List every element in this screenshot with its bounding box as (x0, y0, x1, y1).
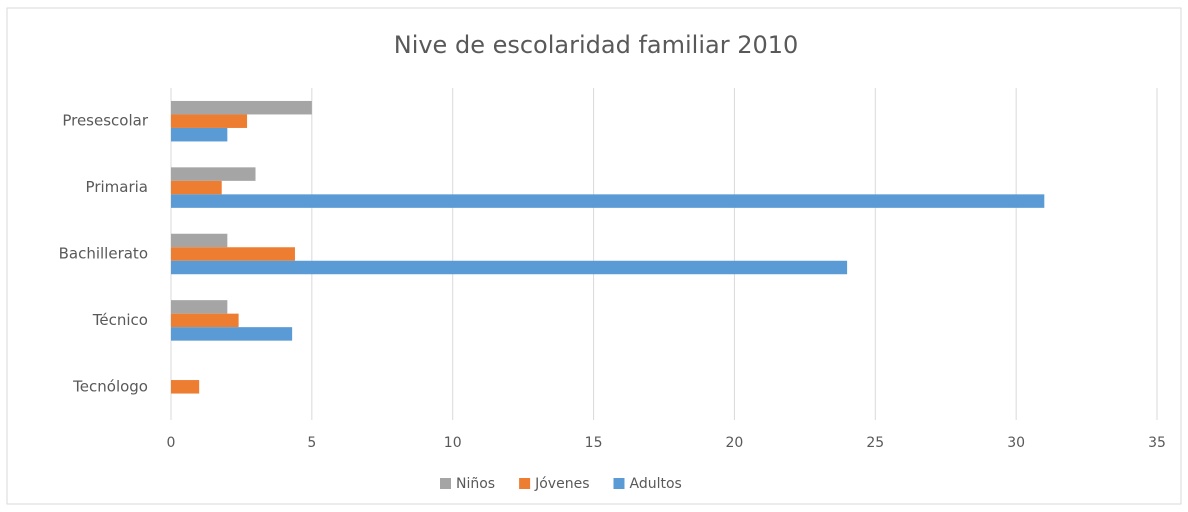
y-tick-label: Bachillerato (59, 245, 148, 263)
x-tick-label: 35 (1148, 435, 1166, 451)
bar (171, 247, 295, 261)
bar (171, 313, 239, 328)
x-tick-label: 30 (1007, 435, 1025, 451)
bar (171, 127, 228, 142)
bar (171, 167, 256, 181)
x-tick-label: 15 (585, 435, 603, 451)
bar (171, 100, 312, 115)
y-tick-label: Primaria (86, 178, 148, 196)
bar (171, 180, 222, 195)
legend-label: Niños (456, 476, 495, 492)
legend-swatch (440, 478, 451, 489)
bar (171, 300, 228, 314)
legend-swatch (519, 478, 531, 489)
bar (171, 380, 200, 394)
y-tick-label: Tecnólogo (72, 377, 148, 395)
bar (171, 260, 848, 275)
y-tick-label: Técnico (92, 311, 148, 329)
legend-label: Jóvenes (534, 476, 589, 492)
legend-swatch (613, 478, 625, 489)
x-tick-label: 25 (866, 435, 884, 451)
bar (171, 194, 1045, 208)
legend-label: Adultos (629, 476, 681, 492)
chart-title: Nive de escolaridad familiar 2010 (394, 31, 799, 59)
x-tick-label: 20 (726, 435, 744, 451)
bar (171, 327, 293, 341)
bar (171, 233, 228, 248)
x-tick-label: 0 (167, 435, 176, 451)
bar (171, 114, 248, 128)
x-tick-label: 5 (307, 435, 316, 451)
y-tick-label: Presescolar (62, 112, 148, 130)
x-tick-label: 10 (444, 435, 462, 451)
